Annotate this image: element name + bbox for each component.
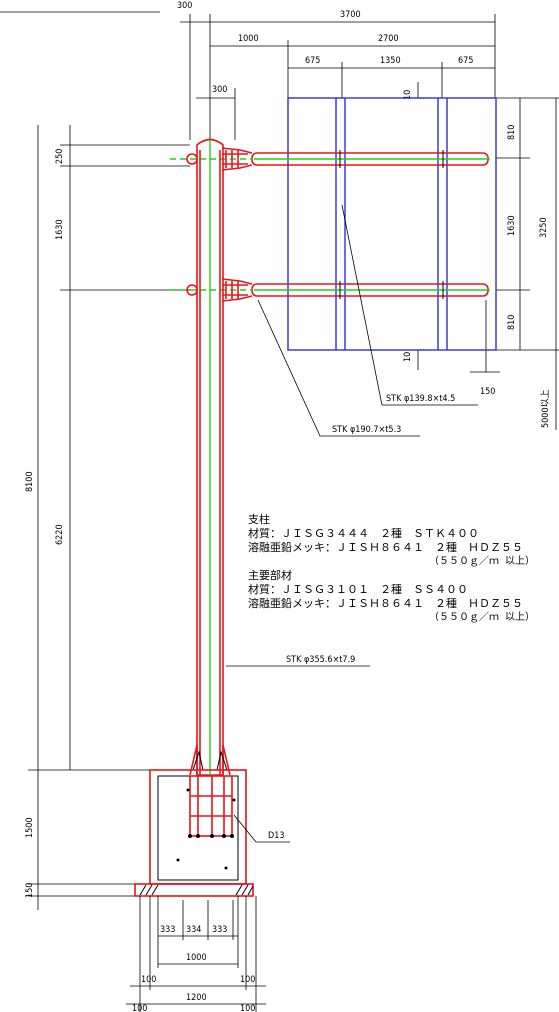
- label-stk-190: STK φ190.7×t5.3: [332, 425, 401, 435]
- dim-1000-base: 1000: [186, 953, 207, 963]
- label-d13: D13: [268, 831, 285, 841]
- dim-1630-right: 1630: [507, 215, 517, 236]
- dim-333-left: 333: [160, 925, 175, 935]
- base-dimensions: 333 334 333 1000 100 100 1200 100 100: [126, 896, 266, 1012]
- note-main-material: 材質：ＪＩＳＧ３１０１ ２種 ＳＳ４００: [248, 582, 468, 596]
- label-stk-355: STK φ355.6×t7.9: [286, 655, 355, 665]
- dim-10-bottom: 10: [403, 352, 413, 362]
- dim-250: 250: [55, 149, 65, 164]
- dim-333-right: 333: [212, 925, 227, 935]
- note-main-title: 主要部材: [248, 568, 292, 582]
- spec-notes: 支柱 材質：ＪＩＳＧ３４４４ ２種 ＳＴＫ４００ 溶融亜鉛メッキ：ＪＩＳＨ８６４…: [248, 512, 535, 623]
- dim-3700: 3700: [340, 10, 361, 20]
- dim-675-right: 675: [458, 56, 473, 66]
- note-pillar-material: 材質：ＪＩＳＧ３４４４ ２種 ＳＴＫ４００: [248, 526, 479, 540]
- dim-100-right-upper: 100: [240, 975, 255, 985]
- note-main-plating-amount: （５５０ｇ／ｍ 以上）: [429, 611, 535, 623]
- dim-1500: 1500: [25, 817, 35, 838]
- dim-675-left: 675: [305, 56, 320, 66]
- dim-150-right: 150: [480, 387, 495, 397]
- dim-810-bottom: 810: [507, 315, 517, 330]
- upper-arm: [170, 147, 490, 171]
- dim-1000: 1000: [238, 34, 259, 44]
- dim-1630-left: 1630: [55, 219, 65, 240]
- right-dimensions: 10 810 1630 3250 810 10 150 5000以上: [403, 82, 559, 430]
- note-pillar-plating-amount: （５５０ｇ／ｍ 以上）: [429, 555, 535, 567]
- dim-2700: 2700: [378, 34, 399, 44]
- dim-100-right-lower: 100: [240, 1004, 255, 1012]
- dim-150-left: 150: [25, 883, 35, 898]
- note-main-plating: 溶融亜鉛メッキ：ＪＩＳＨ８６４１ ２種 ＨＤＺ５５: [248, 596, 523, 610]
- dim-10-top: 10: [403, 90, 413, 100]
- label-stk-139: STK φ139.8×t4.5: [386, 394, 455, 404]
- dim-8100: 8100: [25, 471, 35, 492]
- sign-panels: [287, 97, 497, 351]
- dim-5000-or-more: 5000以上: [540, 389, 551, 428]
- dim-1200: 1200: [186, 993, 207, 1003]
- dim-100-left-upper: 100: [141, 975, 156, 985]
- top-dimensions: 300 3700 1000 2700 675 1350 675 300: [0, 1, 496, 140]
- main-post: [189, 138, 231, 776]
- dim-3250: 3250: [539, 217, 549, 238]
- leaders: STK φ139.8×t4.5 STK φ190.7×t5.3 STK φ355…: [226, 204, 478, 843]
- note-pillar-plating: 溶融亜鉛メッキ：ＪＩＳＨ８６４１ ２種 ＨＤＺ５５: [248, 540, 523, 554]
- dim-300-post: 300: [212, 85, 227, 95]
- dim-810-top: 810: [507, 125, 517, 140]
- dim-334: 334: [186, 925, 201, 935]
- left-dimensions: 250 1630 8100 6220 1500 150: [25, 125, 190, 910]
- note-pillar-title: 支柱: [248, 512, 270, 526]
- dim-300-top: 300: [177, 1, 192, 11]
- foundation: [134, 769, 254, 897]
- dim-100-left-lower: 100: [132, 1004, 147, 1012]
- dim-6220: 6220: [55, 524, 65, 545]
- lower-arm: [170, 278, 490, 302]
- dim-1350: 1350: [380, 56, 401, 66]
